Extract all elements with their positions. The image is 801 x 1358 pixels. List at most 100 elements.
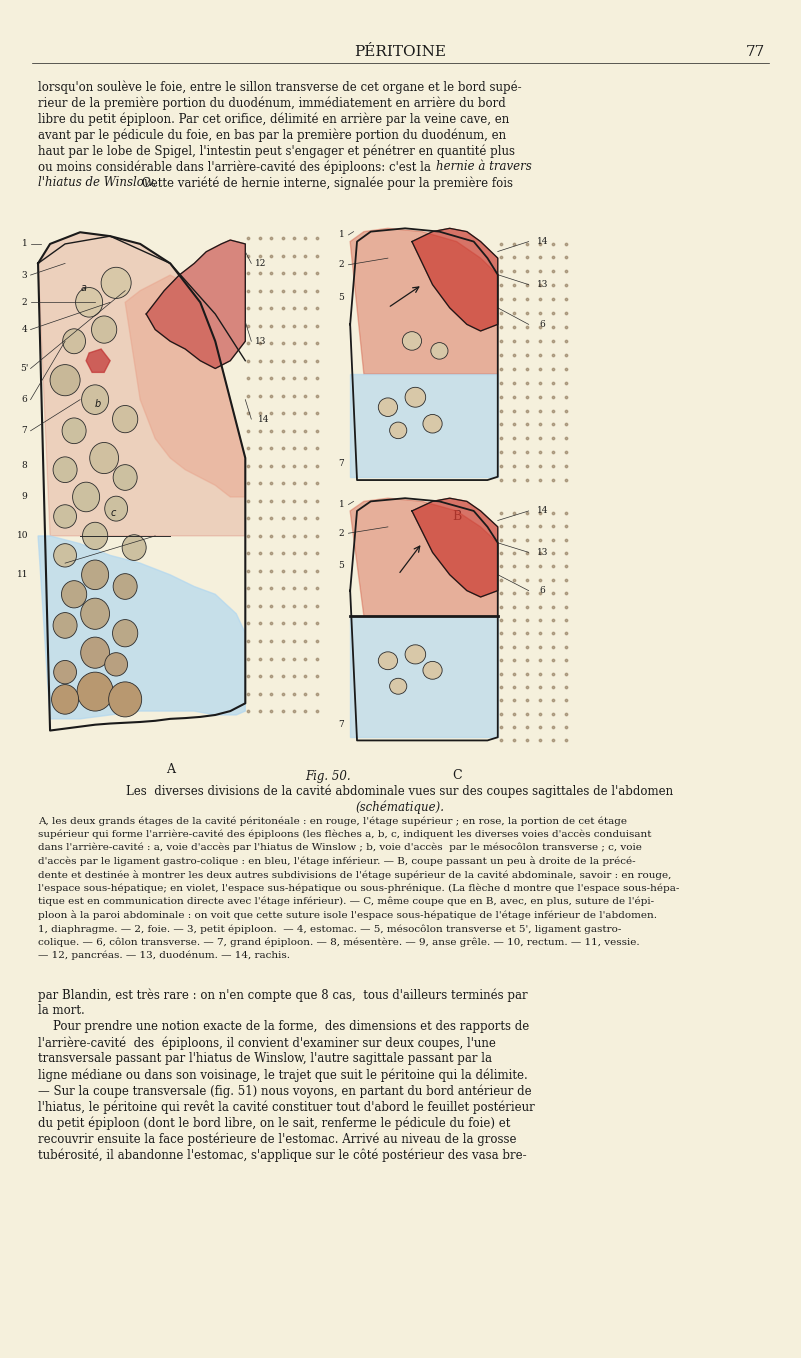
Circle shape: [389, 678, 407, 694]
Text: supérieur qui forme l'arrière-cavité des épiploons (les flèches a, b, c, indique: supérieur qui forme l'arrière-cavité des…: [38, 830, 651, 839]
Text: 2: 2: [339, 261, 344, 269]
Polygon shape: [350, 498, 497, 617]
Ellipse shape: [81, 598, 110, 629]
Text: libre du petit épiploon. Par cet orifice, délimité en arrière par la veine cave,: libre du petit épiploon. Par cet orifice…: [38, 111, 509, 125]
Circle shape: [378, 398, 397, 417]
Text: 6: 6: [22, 395, 27, 405]
Text: 14: 14: [537, 238, 548, 246]
Ellipse shape: [82, 559, 109, 589]
Ellipse shape: [109, 682, 142, 717]
Ellipse shape: [77, 672, 113, 712]
Text: dans l'arrière-cavité : a, voie d'accès par l'hiatus de Winslow ; b, voie d'accè: dans l'arrière-cavité : a, voie d'accès …: [38, 843, 642, 853]
Text: 4: 4: [22, 325, 27, 334]
Text: l'espace sous-hépatique; en violet, l'espace sus-hépatique ou sous-phrénique. (L: l'espace sous-hépatique; en violet, l'es…: [38, 884, 679, 894]
Text: (schématique).: (schématique).: [356, 800, 445, 813]
Polygon shape: [87, 349, 111, 372]
Text: C: C: [452, 769, 461, 782]
Text: Fig. 50.: Fig. 50.: [305, 770, 351, 784]
Text: A: A: [166, 763, 175, 777]
Ellipse shape: [53, 612, 77, 638]
Text: 77: 77: [746, 45, 765, 58]
Text: 13: 13: [537, 547, 548, 557]
Circle shape: [423, 661, 442, 679]
Text: Cette variété de hernie interne, signalée pour la première fois: Cette variété de hernie interne, signalé…: [138, 177, 513, 190]
Text: 8: 8: [22, 462, 27, 470]
Ellipse shape: [73, 482, 99, 512]
Text: 1: 1: [22, 239, 27, 249]
Text: 6: 6: [540, 587, 545, 595]
Text: 10: 10: [18, 531, 29, 540]
Polygon shape: [38, 232, 245, 536]
Ellipse shape: [62, 581, 87, 608]
Text: 14: 14: [537, 507, 548, 516]
Text: 7: 7: [339, 459, 344, 469]
Text: ligne médiane ou dans son voisinage, le trajet que suit le péritoine qui la déli: ligne médiane ou dans son voisinage, le …: [38, 1067, 528, 1081]
Circle shape: [405, 387, 425, 407]
Ellipse shape: [82, 384, 109, 414]
Circle shape: [431, 342, 448, 359]
Ellipse shape: [54, 543, 77, 568]
Ellipse shape: [113, 464, 137, 490]
Polygon shape: [38, 536, 245, 718]
Text: l'arrière-cavité  des  épiploons, il convient d'examiner sur deux coupes, l'une: l'arrière-cavité des épiploons, il convi…: [38, 1036, 496, 1050]
Text: A, les deux grands étages de la cavité péritonéale : en rouge, l'étage supérieur: A, les deux grands étages de la cavité p…: [38, 816, 627, 826]
Ellipse shape: [101, 268, 131, 299]
Text: recouvrir ensuite la face postérieure de l'estomac. Arrivé au niveau de la gross: recouvrir ensuite la face postérieure de…: [38, 1133, 517, 1146]
Text: rieur de la première portion du duodénum, immédiatement en arrière du bord: rieur de la première portion du duodénum…: [38, 96, 505, 110]
Text: 9: 9: [22, 493, 27, 501]
Text: l'hiatus, le péritoine qui revêt la cavité constituer tout d'abord le feuillet p: l'hiatus, le péritoine qui revêt la cavi…: [38, 1100, 535, 1114]
Text: 1: 1: [339, 500, 344, 509]
Text: tique est en communication directe avec l'étage inférieur). — C, même coupe que : tique est en communication directe avec …: [38, 898, 654, 907]
Text: PÉRITOINE: PÉRITOINE: [354, 45, 446, 58]
Text: c: c: [111, 508, 115, 519]
Text: 13: 13: [537, 280, 548, 289]
Text: 6: 6: [540, 320, 545, 329]
Circle shape: [405, 645, 425, 664]
Ellipse shape: [54, 505, 77, 528]
Ellipse shape: [51, 684, 78, 714]
Text: Pour prendre une notion exacte de la forme,  des dimensions et des rapports de: Pour prendre une notion exacte de la for…: [38, 1020, 529, 1033]
Ellipse shape: [75, 288, 103, 318]
Text: la mort.: la mort.: [38, 1004, 85, 1017]
Text: — 12, pancréas. — 13, duodénum. — 14, rachis.: — 12, pancréas. — 13, duodénum. — 14, ra…: [38, 951, 290, 960]
Ellipse shape: [91, 316, 117, 344]
Text: du petit épiploon (dont le bord libre, on le sait, renferme le pédicule du foie): du petit épiploon (dont le bord libre, o…: [38, 1116, 510, 1130]
Text: par Blandin, est très rare : on n'en compte que 8 cas,  tous d'ailleurs terminés: par Blandin, est très rare : on n'en com…: [38, 989, 528, 1001]
Ellipse shape: [50, 364, 80, 395]
Polygon shape: [350, 228, 497, 373]
Text: 11: 11: [18, 570, 29, 580]
Text: hernie à travers: hernie à travers: [436, 160, 532, 172]
Text: transversale passant par l'hiatus de Winslow, l'autre sagittale passant par la: transversale passant par l'hiatus de Win…: [38, 1052, 492, 1065]
Text: d'accès par le ligament gastro-colique : en bleu, l'étage inférieur. — B, coupe : d'accès par le ligament gastro-colique :…: [38, 857, 636, 866]
Ellipse shape: [81, 637, 110, 668]
Text: 14: 14: [258, 414, 269, 424]
Circle shape: [402, 331, 421, 350]
Text: 2: 2: [22, 297, 27, 307]
Ellipse shape: [105, 653, 127, 676]
Text: ou moins considérable dans l'arrière-cavité des épiploons: c'est la: ou moins considérable dans l'arrière-cav…: [38, 160, 435, 174]
Circle shape: [423, 414, 442, 433]
Text: B: B: [452, 509, 461, 523]
Text: avant par le pédicule du foie, en bas par la première portion du duodénum, en: avant par le pédicule du foie, en bas pa…: [38, 128, 506, 141]
Circle shape: [389, 422, 407, 439]
Ellipse shape: [62, 418, 87, 444]
Text: 13: 13: [255, 337, 266, 346]
Text: 5: 5: [339, 561, 344, 569]
Ellipse shape: [113, 619, 138, 646]
Text: 1, diaphragme. — 2, foie. — 3, petit épiploon.  — 4, estomac. — 5, mésocôlon tra: 1, diaphragme. — 2, foie. — 3, petit épi…: [38, 923, 622, 933]
Text: 7: 7: [22, 426, 27, 436]
Text: — Sur la coupe transversale (fig. 51) nous voyons, en partant du bord antérieur : — Sur la coupe transversale (fig. 51) no…: [38, 1084, 532, 1097]
Text: l'hiatus de Winslow.: l'hiatus de Winslow.: [38, 177, 156, 189]
Polygon shape: [125, 276, 245, 497]
Text: 12: 12: [255, 259, 266, 268]
Ellipse shape: [90, 443, 119, 474]
Circle shape: [378, 652, 397, 669]
Text: dente et destinée à montrer les deux autres subdivisions de l'étage supérieur de: dente et destinée à montrer les deux aut…: [38, 870, 671, 880]
Ellipse shape: [54, 660, 77, 684]
Text: Les  diverses divisions de la cavité abdominale vues sur des coupes sagittales d: Les diverses divisions de la cavité abdo…: [127, 785, 674, 799]
Ellipse shape: [83, 523, 108, 550]
Text: 2: 2: [339, 528, 344, 538]
Text: 1: 1: [339, 231, 344, 239]
Polygon shape: [412, 228, 497, 331]
Text: 5: 5: [339, 293, 344, 303]
